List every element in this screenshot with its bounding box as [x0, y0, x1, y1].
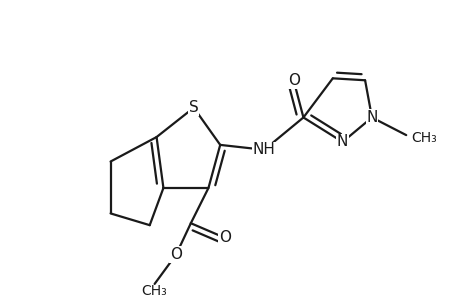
Text: O: O	[218, 230, 230, 245]
Text: S: S	[189, 100, 198, 115]
Text: N: N	[365, 110, 377, 125]
Text: O: O	[170, 247, 182, 262]
Text: CH₃: CH₃	[410, 131, 436, 145]
Text: CH₃: CH₃	[141, 284, 167, 298]
Text: N: N	[336, 134, 347, 149]
Text: NH: NH	[252, 142, 275, 157]
Text: O: O	[287, 73, 299, 88]
